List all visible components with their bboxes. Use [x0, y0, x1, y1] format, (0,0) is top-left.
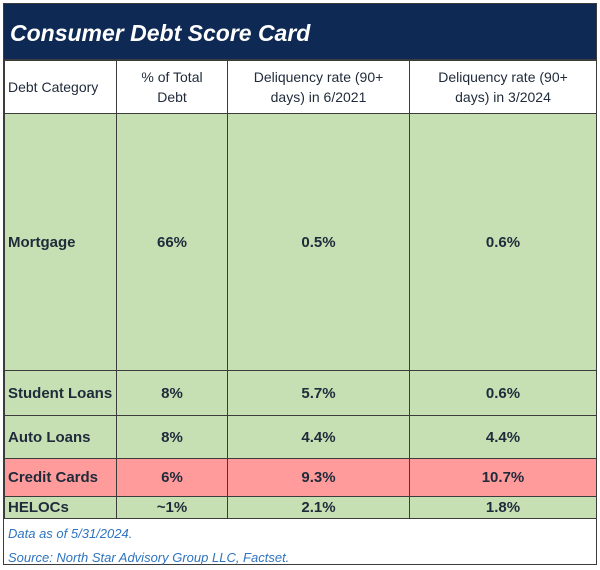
cell: 4.4%: [409, 415, 597, 459]
cell: Student Loans: [4, 370, 117, 416]
footer-notes: Data as of 5/31/2024. Source: North Star…: [4, 519, 596, 570]
header-row: Debt Category % of Total Debt Deliquency…: [4, 60, 597, 114]
column-header: Deliquency rate (90+ days) in 6/2021: [227, 60, 410, 114]
score-card: Consumer Debt Score Card Debt Category %…: [3, 3, 597, 565]
cell: 0.6%: [409, 113, 597, 371]
cell: Credit Cards: [4, 458, 117, 497]
cell: 5.7%: [227, 370, 410, 416]
note: Source: North Star Advisory Group LLC, F…: [8, 550, 290, 565]
cell: 10.7%: [409, 458, 597, 497]
cell: HELOCs: [4, 496, 117, 519]
cell: 1.8%: [409, 496, 597, 519]
cell: 66%: [116, 113, 228, 371]
cell: 0.6%: [409, 370, 597, 416]
table-row: Student Loans 8% 5.7% 0.6%: [4, 370, 597, 416]
cell: 0.5%: [227, 113, 410, 371]
cell: 2.1%: [227, 496, 410, 519]
cell: 6%: [116, 458, 228, 497]
cell: 9.3%: [227, 458, 410, 497]
column-header: Debt Category: [4, 60, 117, 114]
table-row: Auto Loans 8% 4.4% 4.4%: [4, 415, 597, 459]
cell: Mortgage: [4, 113, 117, 371]
note: Data as of 5/31/2024.: [8, 526, 133, 541]
cell: 8%: [116, 415, 228, 459]
table-row: Mortgage 66% 0.5% 0.6%: [4, 113, 597, 371]
table-row: Credit Cards 6% 9.3% 10.7%: [4, 458, 597, 497]
cell: Auto Loans: [4, 415, 117, 459]
cell: ~1%: [116, 496, 228, 519]
title: Consumer Debt Score Card: [4, 4, 596, 60]
column-header: % of Total Debt: [116, 60, 228, 114]
debt-table: Debt Category % of Total Debt Deliquency…: [4, 60, 597, 519]
cell: 4.4%: [227, 415, 410, 459]
column-header: Deliquency rate (90+ days) in 3/2024: [409, 60, 597, 114]
cell: 8%: [116, 370, 228, 416]
table-row: HELOCs ~1% 2.1% 1.8%: [4, 496, 597, 519]
